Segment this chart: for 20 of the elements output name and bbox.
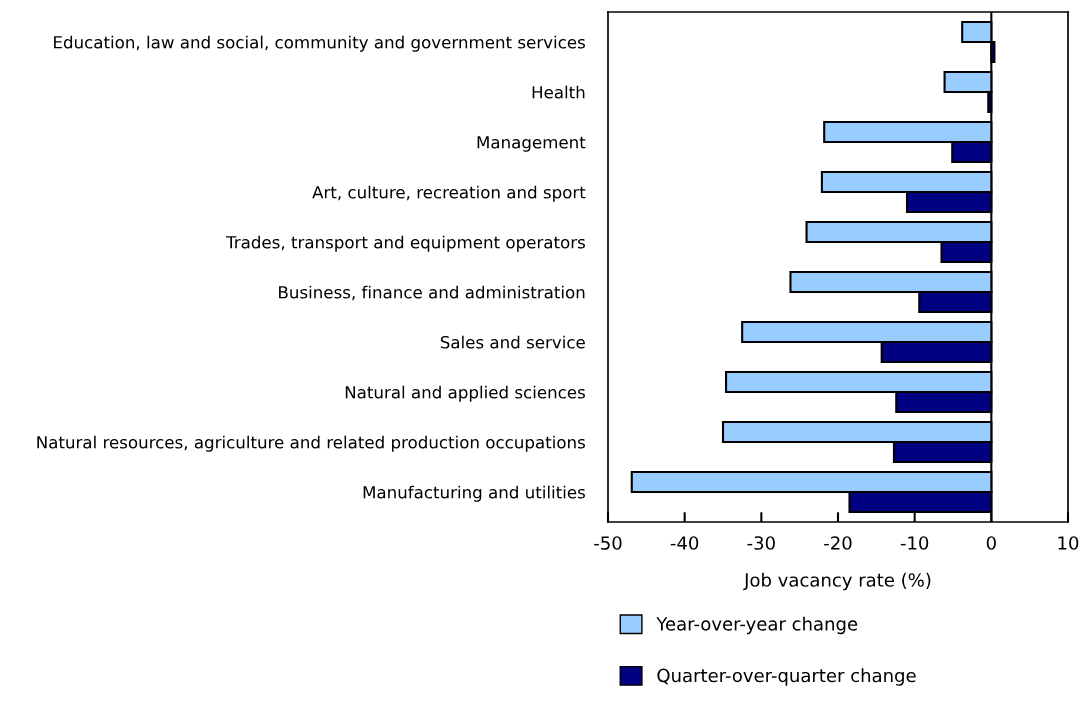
y-tick-label: Health [532,85,585,99]
x-tick-label: 0 [986,536,996,550]
y-tick-label: Manufacturing and utilities [363,485,585,502]
legend-label: Quarter-over-quarter change [657,668,916,686]
x-tick-label: -10 [900,536,929,550]
y-tick-label: Art, culture, recreation and sport [312,185,586,202]
y-tick-label: Education, law and social, community and government services [54,35,585,52]
x-axis-title: Job vacancy rate (%) [743,572,931,591]
x-tick-label: -30 [747,536,775,550]
y-tick-label: Management [477,136,586,152]
y-tick-label: Sales and service [440,335,585,349]
y-tick-label: Natural resources, agriculture and related production occupations [37,435,585,452]
legend-label: Year-over-year change [656,616,858,635]
x-tick-label: -50 [594,536,622,550]
x-tick-label: -40 [670,536,699,550]
y-tick-label: Business, finance and administration [279,285,585,301]
y-tick-label: Natural and applied sciences [345,385,585,402]
x-tick-label: -20 [824,536,852,550]
x-tick-label: 10 [1058,536,1079,550]
y-tick-label: Trades, transport and equipment operators [226,235,585,252]
